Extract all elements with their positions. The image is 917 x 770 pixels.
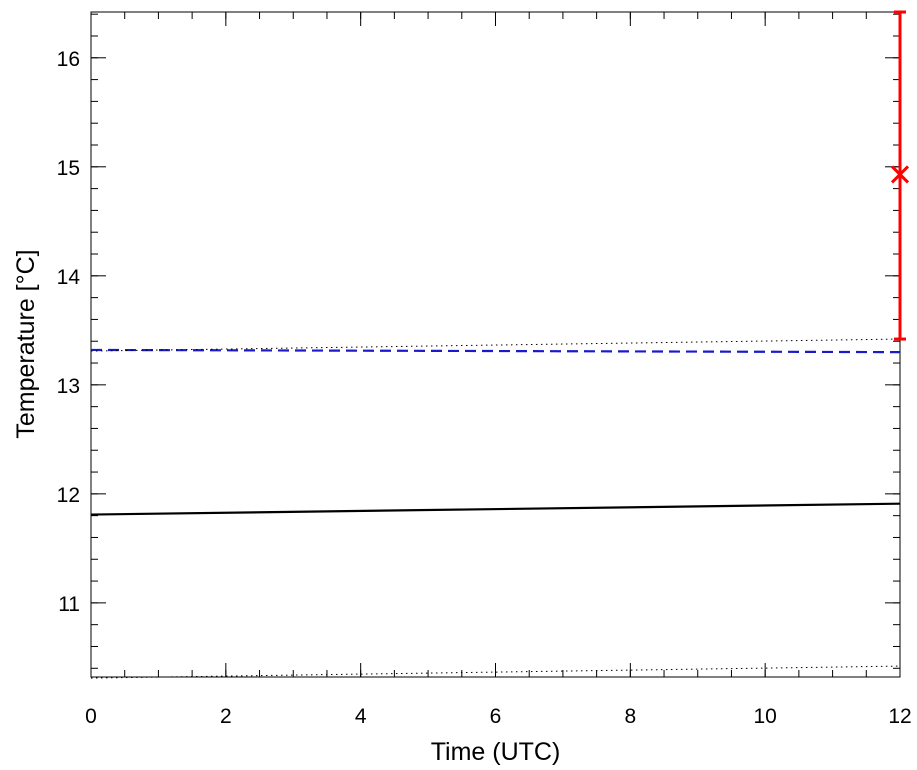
y-tick-label: 15 [57,157,80,180]
y-tick-label: 14 [57,266,81,289]
series-line-dashed [90,348,901,354]
observation-x-mark [890,165,910,184]
y-tick-labels: 11 12 13 14 15 16 [57,48,81,616]
series-line-dotted [90,338,901,352]
series-line-solid [90,502,901,516]
x-tick-label: 4 [355,705,367,728]
x-tick-label: 2 [220,705,232,728]
y-tick-label: 11 [58,593,80,616]
x-tick-labels: 0 2 4 6 8 10 12 [85,705,912,728]
series-lines [90,338,901,679]
plot-frame [90,11,901,678]
x-tick-label: 6 [490,705,502,728]
y-tick-label: 16 [57,48,80,71]
x-tick-label: 12 [888,705,911,728]
x-tick-label: 0 [85,705,97,728]
y-axis-label: Temperature [°C] [12,249,40,438]
x-tick-label: 8 [624,705,636,728]
observation-marker [890,10,910,341]
y-tick-label: 12 [57,484,80,507]
y-tick-label: 13 [57,375,80,398]
axis-ticks [90,12,901,677]
x-axis-label: Time (UTC) [431,738,561,766]
x-tick-label: 10 [753,705,776,728]
